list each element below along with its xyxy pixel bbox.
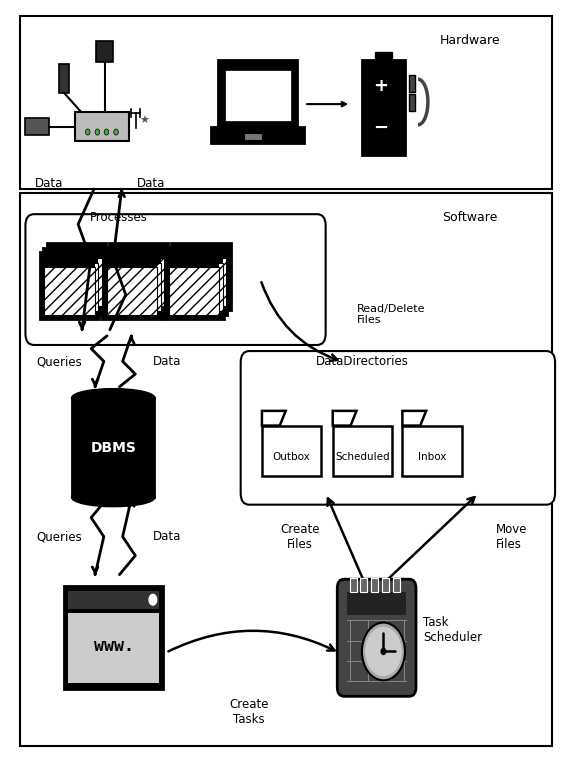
Text: Outbox: Outbox	[273, 452, 311, 462]
Bar	[375, 52, 392, 60]
Circle shape	[114, 129, 118, 135]
Text: www.: www.	[93, 637, 133, 655]
Bar	[176, 258, 227, 306]
Text: Processes: Processes	[90, 211, 148, 224]
Bar	[75, 113, 129, 141]
Bar	[45, 256, 95, 267]
Bar	[225, 70, 291, 121]
Bar	[393, 578, 400, 592]
Text: DBMS: DBMS	[90, 440, 136, 455]
Bar	[72, 398, 154, 497]
Bar	[349, 578, 356, 592]
Bar	[169, 267, 220, 316]
Bar	[69, 591, 158, 609]
Circle shape	[365, 627, 402, 676]
Text: Task
Scheduler: Task Scheduler	[423, 616, 483, 644]
Bar	[102, 252, 162, 319]
Text: Hardware: Hardware	[440, 34, 500, 47]
Bar	[64, 586, 163, 689]
Bar	[218, 60, 297, 129]
Polygon shape	[403, 411, 426, 426]
Ellipse shape	[72, 488, 154, 506]
Polygon shape	[59, 64, 69, 93]
Bar	[360, 578, 367, 592]
Bar	[110, 251, 161, 263]
Bar	[113, 247, 164, 258]
Bar	[211, 126, 304, 143]
Bar	[45, 267, 95, 316]
Bar	[168, 247, 228, 315]
Polygon shape	[333, 411, 356, 426]
Text: Scheduled: Scheduled	[335, 452, 390, 462]
FancyBboxPatch shape	[337, 579, 416, 696]
Bar	[48, 263, 98, 311]
Polygon shape	[262, 411, 286, 426]
Bar	[172, 251, 223, 263]
Polygon shape	[333, 426, 392, 476]
Text: Data: Data	[137, 177, 165, 190]
Text: Create
Tasks: Create Tasks	[229, 698, 269, 725]
Bar	[171, 243, 231, 310]
Bar	[244, 133, 261, 140]
Text: Queries: Queries	[37, 530, 82, 543]
Bar	[107, 267, 157, 316]
Bar	[48, 251, 98, 263]
Bar	[106, 247, 165, 315]
Bar	[410, 75, 415, 92]
Bar	[382, 578, 389, 592]
Text: Read/Delete
Files: Read/Delete Files	[357, 304, 426, 326]
Bar	[20, 16, 552, 189]
Circle shape	[95, 129, 100, 135]
Text: −: −	[373, 119, 388, 137]
Text: Data: Data	[153, 355, 181, 368]
Bar	[69, 613, 158, 683]
Bar	[371, 578, 378, 592]
Text: ★: ★	[140, 116, 149, 126]
Bar	[363, 60, 405, 155]
Bar	[51, 247, 102, 258]
Bar	[169, 256, 220, 267]
Circle shape	[104, 129, 109, 135]
Bar	[51, 258, 102, 306]
Bar	[20, 193, 552, 747]
Bar	[47, 243, 106, 310]
Text: Queries: Queries	[37, 355, 82, 368]
Bar	[176, 247, 227, 258]
Text: DataDirectories: DataDirectories	[316, 355, 409, 368]
Bar	[43, 247, 103, 315]
Circle shape	[362, 623, 405, 680]
Text: +: +	[373, 77, 388, 96]
Text: Software: Software	[442, 211, 498, 224]
Ellipse shape	[72, 389, 154, 407]
Text: Data: Data	[35, 177, 63, 190]
Bar	[172, 263, 223, 311]
FancyBboxPatch shape	[25, 214, 325, 345]
Circle shape	[148, 594, 157, 606]
Bar	[331, 21, 530, 185]
Bar	[347, 592, 406, 615]
Bar	[40, 252, 100, 319]
Text: Inbox: Inbox	[418, 452, 446, 462]
Circle shape	[85, 129, 90, 135]
Bar	[165, 252, 224, 319]
Bar	[96, 41, 113, 62]
Bar	[410, 94, 415, 111]
Bar	[110, 263, 161, 311]
Bar	[113, 258, 164, 306]
FancyBboxPatch shape	[241, 351, 555, 505]
Bar	[109, 243, 169, 310]
Bar	[107, 256, 157, 267]
Text: Data: Data	[153, 530, 181, 543]
Polygon shape	[403, 426, 462, 476]
Text: Create
Files: Create Files	[280, 522, 320, 551]
Circle shape	[381, 648, 386, 654]
Bar	[25, 119, 49, 135]
Polygon shape	[262, 426, 321, 476]
Text: Move
Files: Move Files	[495, 522, 527, 551]
